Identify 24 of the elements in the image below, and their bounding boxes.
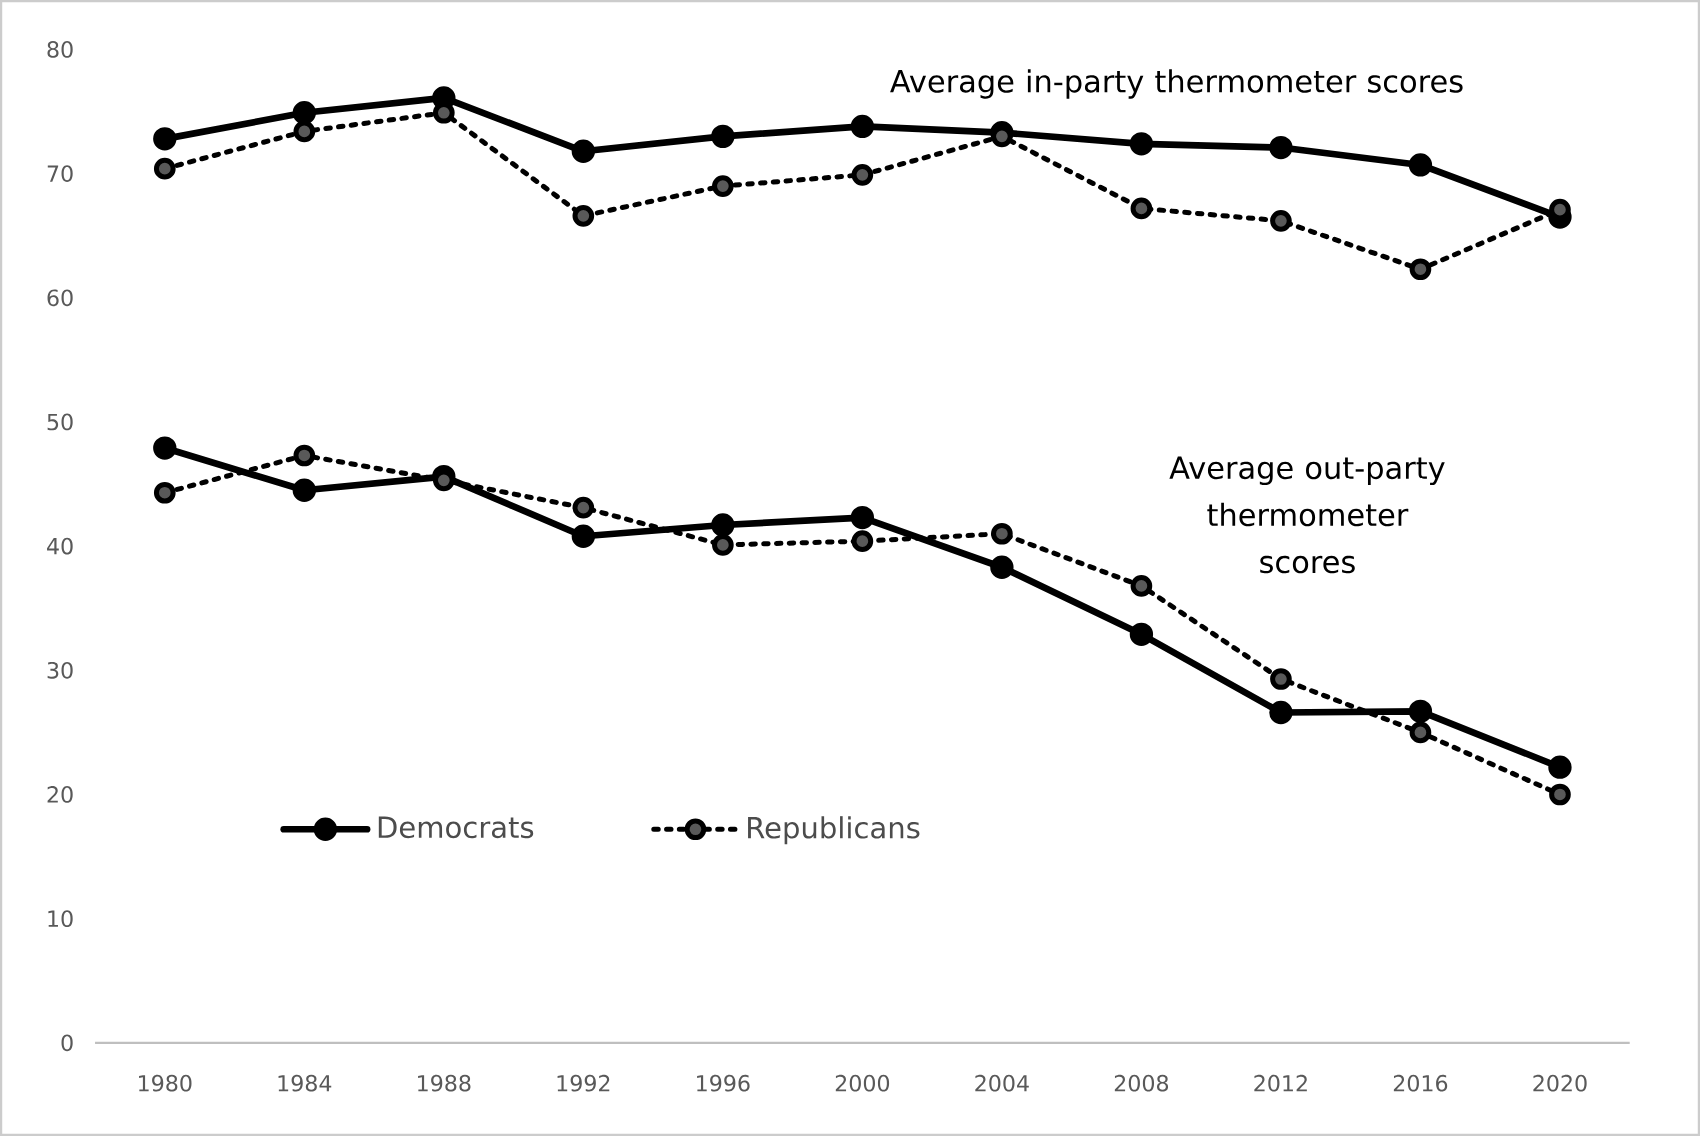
x-tick-label: 1988 [418,1074,471,1092]
y-tick-label: 40 [47,537,73,555]
x-tick-label: 2008 [1114,1074,1169,1092]
x-tick-label: 2004 [975,1074,1029,1092]
x-tick-label: 1980 [139,1074,192,1092]
y-tick-label: 10 [48,910,73,928]
annotation: Average out-party thermometer scores [1169,456,1445,574]
x-tick-label: 1984 [278,1074,332,1092]
y-tick-label: 0 [61,1034,73,1052]
annotation: Average in-party thermometer scores [890,69,1463,99]
x-tick-label: 1992 [557,1074,610,1092]
x-tick-label: 2016 [1393,1074,1448,1092]
y-tick-label: 70 [47,165,73,183]
x-tick-label: 2012 [1254,1074,1307,1092]
x-tick-label: 2000 [835,1074,890,1092]
legend-label: Republicans [748,816,920,845]
y-tick-label: 30 [47,661,73,679]
y-tick-label: 20 [47,786,73,803]
y-tick-label: 50 [47,413,73,431]
y-tick-label: 80 [47,41,73,58]
legend-label: Democrats [378,816,534,839]
x-tick-label: 2020 [1533,1074,1587,1092]
y-tick-label: 60 [47,289,73,307]
x-tick-label: 1996 [697,1074,750,1092]
